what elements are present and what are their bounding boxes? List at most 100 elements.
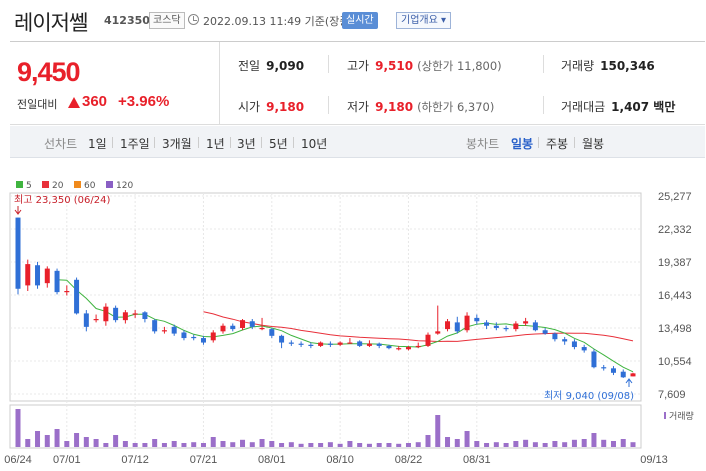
volume-bar	[64, 441, 70, 447]
volume-bar	[191, 442, 197, 447]
legend-ma120-label: 120	[116, 181, 133, 191]
legend-ma120-swatch	[106, 181, 113, 188]
volume-bar	[74, 433, 80, 447]
candle-body	[601, 367, 607, 369]
y-tick-label: 13,498	[658, 323, 692, 335]
period-1y-button[interactable]: 1년	[206, 137, 225, 151]
stock-name: 레이저쎌	[14, 11, 88, 35]
ma20-line	[203, 311, 634, 343]
volume-bar	[474, 441, 480, 447]
volume-bar	[464, 431, 470, 447]
candle-body	[610, 368, 616, 373]
current-price-panel: 9,450 전일대비 360 +3.96%	[10, 42, 220, 124]
volume-bar	[249, 442, 255, 447]
volume-bar	[347, 441, 353, 447]
candle-body	[435, 331, 441, 334]
candle-body	[191, 336, 197, 339]
x-axis: 06/24 07/01 07/12 07/21 08/01 08/10 08/22 08/31…	[4, 454, 668, 466]
divider	[198, 137, 199, 148]
volume-bar	[571, 439, 577, 447]
period-5y-button[interactable]: 5년	[269, 137, 288, 151]
volume-bar	[142, 443, 148, 447]
volume-bar	[513, 441, 519, 447]
volume-bar	[523, 439, 529, 447]
candle-body	[552, 333, 558, 340]
stock-candle-chart[interactable]: 5 20 60 120 25,277 22,332 19,387 16,443 13,4…	[0, 170, 706, 471]
period-1w-button[interactable]: 1주일	[120, 137, 150, 151]
prev-close-label: 전일	[238, 59, 261, 73]
divider	[574, 137, 575, 148]
period-3y-button[interactable]: 3년	[237, 137, 256, 151]
volume-bar	[200, 443, 206, 447]
candle-body	[152, 320, 158, 332]
candle-body	[366, 343, 372, 346]
volume-bar	[83, 437, 89, 447]
candle-body	[210, 332, 216, 341]
volume-legend-swatch	[664, 412, 666, 419]
volume: 거래량 150,346	[561, 57, 655, 74]
period-1d-button[interactable]: 1일	[88, 137, 107, 151]
candle-body	[288, 342, 294, 344]
up-arrow-icon	[68, 97, 80, 108]
low-annotation: 최저 9,040 (09/08)	[544, 378, 634, 402]
y-tick-label: 25,277	[658, 191, 692, 203]
y-axis: 25,277 22,332 19,387 16,443 13,498 10,554 7,60…	[658, 191, 692, 401]
amount-label: 거래대금	[561, 100, 606, 114]
candle-body	[503, 327, 509, 330]
volume-bar	[103, 443, 109, 447]
divider	[261, 137, 262, 148]
volume-bar	[445, 437, 451, 447]
volume-legend-label: 거래량	[669, 410, 694, 422]
candle-body	[386, 345, 392, 349]
volume-bar	[591, 433, 597, 447]
candle-weekly-button[interactable]: 주봉	[546, 137, 569, 151]
candle-body	[630, 373, 636, 377]
low-price: 저가 9,180 (하한가 6,370)	[347, 98, 494, 115]
volume-bar	[54, 429, 60, 447]
candle-daily-button[interactable]: 일봉	[511, 137, 534, 151]
candle-body	[357, 341, 363, 346]
candle-body	[15, 217, 21, 289]
stock-code: 412350	[104, 14, 150, 27]
candle-body	[337, 342, 343, 345]
high-label: 고가	[347, 59, 370, 73]
volume-bar	[44, 435, 50, 447]
candle-body	[318, 342, 324, 346]
open-price: 시가 9,180	[238, 98, 304, 115]
timestamp: 2022.09.13 11:49 기준(장중)	[203, 15, 354, 28]
candle-body	[113, 307, 119, 321]
volume-bar	[484, 443, 490, 447]
company-overview-dropdown[interactable]: 기업개요 ▾	[396, 12, 451, 29]
candle-body	[181, 332, 187, 339]
period-10y-button[interactable]: 10년	[301, 137, 328, 151]
volume-bar	[425, 435, 431, 447]
volume-bar	[15, 409, 21, 447]
y-tick-label: 7,609	[658, 389, 686, 401]
candle-body	[542, 330, 548, 334]
volume-bar	[25, 439, 31, 447]
candle-body	[298, 343, 304, 345]
legend-ma60-swatch	[74, 181, 81, 188]
legend-ma5-label: 5	[26, 181, 32, 191]
candle-body	[25, 264, 31, 286]
period-3m-button[interactable]: 3개월	[162, 137, 192, 151]
volume-frame	[9, 404, 642, 449]
volume-bar	[435, 415, 441, 447]
volume-value: 150,346	[600, 59, 655, 73]
stock-header: 레이저쎌 412350 코스닥 2022.09.13 11:49 기준(장중) …	[0, 0, 706, 42]
candle-body	[279, 335, 285, 343]
volume-bar	[113, 435, 119, 447]
line-chart-label: 선차트	[44, 137, 78, 151]
realtime-button[interactable]: 실시간	[342, 12, 378, 29]
volume-bar	[327, 442, 333, 447]
volume-bar	[318, 443, 324, 447]
legend-ma20-swatch	[42, 181, 49, 188]
legend: 5 20 60 120	[16, 181, 133, 191]
volume-bar	[503, 443, 509, 447]
candle-body	[454, 322, 460, 332]
volume-bar	[386, 443, 392, 447]
open-label: 시가	[238, 100, 261, 114]
candle-body	[54, 270, 60, 293]
candle-monthly-button[interactable]: 월봉	[582, 137, 605, 151]
moving-averages	[56, 279, 634, 373]
